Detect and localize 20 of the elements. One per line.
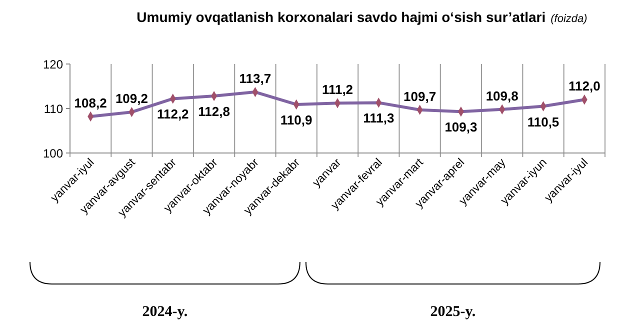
data-label: 112,8 xyxy=(198,104,230,120)
data-label: 111,3 xyxy=(363,110,394,126)
chart-title: Umumiy ovqatlanish korxonalari savdo hajmi o‘sish sur’atlari xyxy=(136,9,546,25)
y-tick-label: 120 xyxy=(42,58,64,72)
data-label: 113,7 xyxy=(239,71,272,86)
text: 2025-y. xyxy=(430,304,476,320)
text: 2024-y. xyxy=(142,304,188,320)
data-label: 112,2 xyxy=(156,106,189,122)
data-label: 109,7 xyxy=(404,88,436,104)
chart-subtitle: (foizda) xyxy=(550,13,588,25)
data-label: 112,0 xyxy=(568,78,600,94)
data-label: 110,5 xyxy=(527,114,560,130)
data-label: 109,2 xyxy=(115,91,148,106)
y-tick-label: 110 xyxy=(44,102,64,116)
data-label: 109,3 xyxy=(444,120,478,135)
y-tick-label: 100 xyxy=(42,146,64,160)
data-label: 109,8 xyxy=(486,88,518,104)
data-label: 111,2 xyxy=(322,82,354,98)
data-label: 110,9 xyxy=(280,112,312,128)
data-label: 108,2 xyxy=(74,96,107,111)
